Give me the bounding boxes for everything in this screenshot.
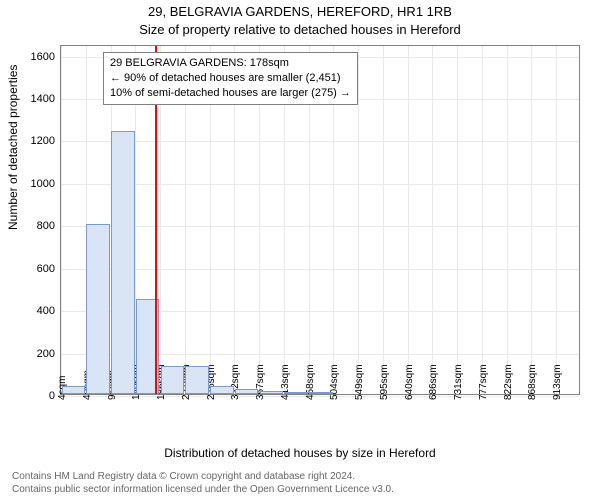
x-tick-label: 686sqm <box>428 364 439 400</box>
x-tick-label: 458sqm <box>305 364 316 400</box>
y-tick-label: 0 <box>49 390 55 402</box>
x-tick-label: 822sqm <box>503 364 514 400</box>
y-tick-label: 200 <box>37 348 55 360</box>
gridline-v <box>556 46 557 394</box>
histogram-bar <box>161 366 185 394</box>
x-tick-label: 868sqm <box>527 364 538 400</box>
gridline-v <box>482 46 483 394</box>
gridline-h <box>61 226 579 227</box>
histogram-bar <box>235 389 259 394</box>
y-tick-label: 600 <box>37 263 55 275</box>
histogram-bar <box>86 224 110 394</box>
chart-title: 29, BELGRAVIA GARDENS, HEREFORD, HR1 1RB <box>0 4 600 19</box>
attribution-footer: Contains HM Land Registry data © Crown c… <box>12 471 394 496</box>
gridline-v <box>383 46 384 394</box>
chart-subtitle: Size of property relative to detached ho… <box>0 22 600 37</box>
gridline-v <box>358 46 359 394</box>
y-axis-label: Number of detached properties <box>6 65 20 230</box>
x-tick-label: 777sqm <box>478 364 489 400</box>
y-tick-label: 400 <box>37 305 55 317</box>
histogram-bar <box>185 366 209 394</box>
x-tick-label: 367sqm <box>255 364 266 400</box>
gridline-h <box>61 184 579 185</box>
histogram-bar <box>309 392 333 394</box>
x-tick-label: 640sqm <box>404 364 415 400</box>
x-tick-label: 913sqm <box>552 364 563 400</box>
x-tick-label: 322sqm <box>230 364 241 400</box>
x-tick-label: 549sqm <box>354 364 365 400</box>
y-tick-label: 1400 <box>31 93 55 105</box>
info-box-line: 29 BELGRAVIA GARDENS: 178sqm <box>110 56 351 71</box>
histogram-bar <box>210 386 234 394</box>
y-tick-label: 1200 <box>31 135 55 147</box>
gridline-v <box>531 46 532 394</box>
histogram-bar <box>111 131 135 394</box>
gridline-v <box>432 46 433 394</box>
x-tick-label: 731sqm <box>453 364 464 400</box>
histogram-bar <box>62 386 86 394</box>
x-tick-label: 595sqm <box>379 364 390 400</box>
gridline-v <box>457 46 458 394</box>
x-tick-label: 413sqm <box>280 364 291 400</box>
y-tick-label: 1000 <box>31 178 55 190</box>
footer-line-2: Contains public sector information licen… <box>12 484 394 497</box>
histogram-bar <box>260 391 284 394</box>
property-info-box: 29 BELGRAVIA GARDENS: 178sqm← 90% of det… <box>103 52 358 105</box>
histogram-bar <box>284 392 308 394</box>
plot-area: 020040060080010001200140016004sqm49sqm95… <box>60 45 580 395</box>
gridline-v <box>408 46 409 394</box>
gridline-v <box>61 46 62 394</box>
gridline-h <box>61 269 579 270</box>
footer-line-1: Contains HM Land Registry data © Crown c… <box>12 471 394 484</box>
info-box-line: ← 90% of detached houses are smaller (2,… <box>110 71 351 86</box>
x-axis-label: Distribution of detached houses by size … <box>0 446 600 460</box>
info-box-line: 10% of semi-detached houses are larger (… <box>110 86 351 101</box>
gridline-v <box>507 46 508 394</box>
y-tick-label: 800 <box>37 220 55 232</box>
gridline-h <box>61 141 579 142</box>
y-tick-label: 1600 <box>31 51 55 63</box>
histogram-bar <box>136 299 160 394</box>
x-tick-label: 504sqm <box>329 364 340 400</box>
